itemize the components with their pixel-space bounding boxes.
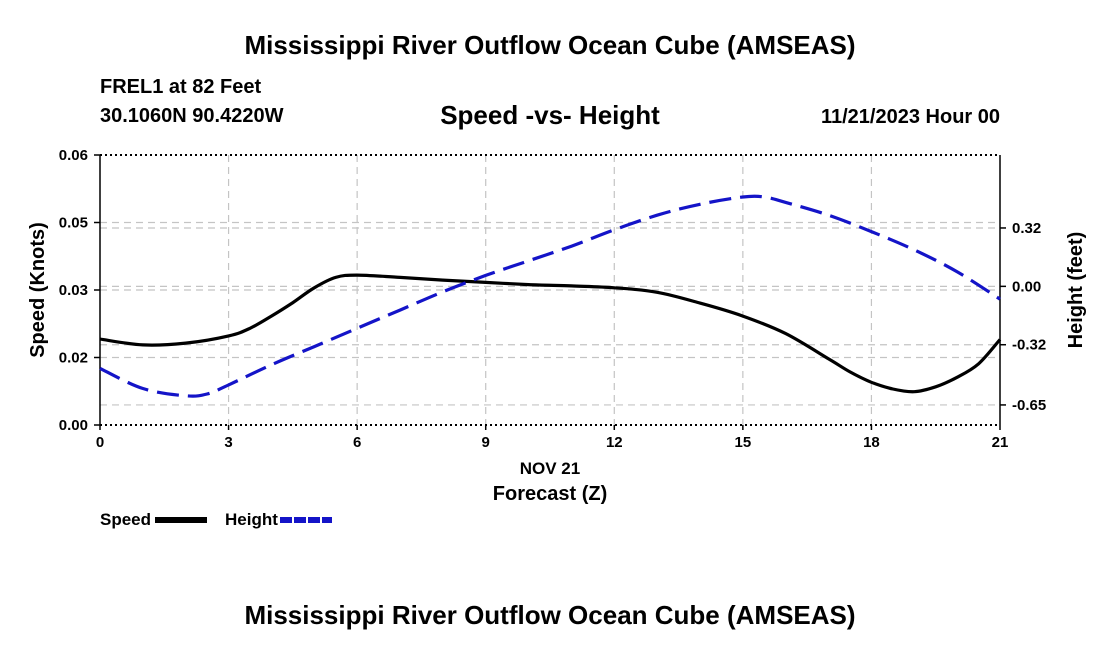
y-tick-label: 0.00	[59, 417, 88, 434]
x-tick-label: 3	[224, 434, 232, 451]
coordinates-label: 30.1060N 90.4220W	[100, 105, 284, 127]
y2-tick-label: -0.65	[1012, 397, 1046, 414]
footer-title: Mississippi River Outflow Ocean Cube (AM…	[244, 600, 856, 630]
legend-height-label: Height	[225, 510, 278, 529]
series-height-line	[99, 194, 1001, 398]
x-tick-label: 21	[992, 434, 1009, 451]
x-tick-label: 18	[863, 434, 880, 451]
y2-tick-label: 0.00	[1012, 278, 1041, 295]
legend-speed-swatch	[155, 517, 208, 523]
y2-axis-title: Height (feet)	[1065, 232, 1087, 349]
chart-legend: Speed Height	[100, 508, 332, 532]
forecast-date-label: 11/21/2023 Hour 00	[820, 106, 1000, 128]
legend-height-swatch	[279, 517, 332, 523]
x-tick-label: 6	[353, 434, 361, 451]
y2-tick-label: -0.32	[1012, 337, 1046, 354]
x-tick-label: 12	[606, 434, 623, 451]
y-tick-label: 0.03	[59, 282, 88, 299]
station-label: FREL1 at 82 Feet	[100, 76, 262, 98]
chart-subtitle: Speed -vs- Height	[440, 100, 660, 130]
legend-speed-label: Speed	[100, 510, 152, 529]
y-tick-label: 0.02	[59, 350, 88, 367]
series-speed-line	[99, 273, 1002, 394]
x-tick-label: 9	[482, 434, 490, 451]
x-tick-label: 15	[735, 434, 752, 451]
y-axis-title: Speed (Knots)	[27, 222, 49, 358]
x-date-label: NOV 21	[520, 459, 580, 478]
y-tick-label: 0.05	[59, 215, 88, 232]
x-axis-title: Forecast (Z)	[493, 483, 607, 505]
y-tick-label: 0.06	[59, 147, 88, 164]
y2-tick-label: 0.32	[1012, 220, 1041, 237]
chart-title: Mississippi River Outflow Ocean Cube (AM…	[244, 30, 856, 60]
x-tick-label: 0	[96, 434, 104, 451]
